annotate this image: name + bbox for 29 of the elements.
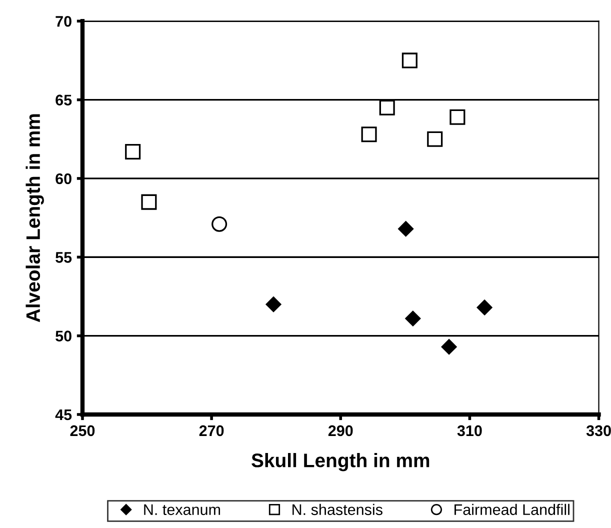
x-tick-label: 250 [70,425,95,436]
legend-label: N. shastensis [292,504,382,516]
point [405,310,421,326]
point [398,221,414,237]
y-tick-label: 45 [55,410,72,420]
point [427,131,443,147]
y-axis-title: Alveolar Length in mm [26,114,44,322]
point [125,144,141,160]
x-tick-label: 310 [457,425,482,436]
x-tick-label: 290 [328,425,353,436]
y-tick-label: 60 [56,173,72,184]
point [476,300,492,316]
point [141,194,157,210]
point [361,126,377,142]
point [266,296,282,312]
point [212,216,228,232]
legend-label: Fairmead Landfill [454,504,570,516]
x-axis-title: Skull Length in mm [252,453,430,472]
y-tick-label: 50 [56,330,72,342]
y-tick-label: 55 [56,252,72,263]
point [441,339,457,355]
y-tick-label: 70 [56,16,72,27]
x-tick-label: 270 [199,425,224,436]
y-tick-label: 65 [56,94,72,106]
legend-label: N. texanum [144,504,220,516]
point [450,109,466,125]
point [402,52,418,68]
x-tick-label: 330 [586,425,611,436]
point [379,100,395,116]
